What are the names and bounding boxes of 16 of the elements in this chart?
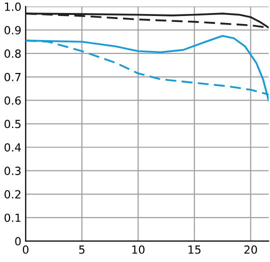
x-tick-label: 5 bbox=[79, 246, 84, 254]
y-tick-label: 0.7 bbox=[4, 72, 21, 82]
y-tick-label: 0.5 bbox=[4, 120, 21, 128]
x-tick-label: 10 bbox=[132, 245, 144, 254]
y-tick-label: 0.4 bbox=[4, 143, 21, 152]
y-tick-label: 0.3 bbox=[4, 166, 21, 176]
y-tick-label: 0.1 bbox=[4, 214, 20, 222]
y-tick-label: 0.8 bbox=[4, 49, 21, 58]
y-tick-label: 0.2 bbox=[4, 190, 20, 199]
y-tick-label: 0 bbox=[15, 237, 21, 246]
x-tick-label: 20 bbox=[244, 245, 257, 254]
x-tick-label: 15 bbox=[188, 246, 200, 254]
y-tick-label: 0.6 bbox=[4, 96, 21, 105]
x-tick-label: 0 bbox=[22, 245, 28, 254]
y-tick-label: 0.9 bbox=[4, 26, 21, 34]
y-tick-label: 1.0 bbox=[5, 2, 21, 11]
